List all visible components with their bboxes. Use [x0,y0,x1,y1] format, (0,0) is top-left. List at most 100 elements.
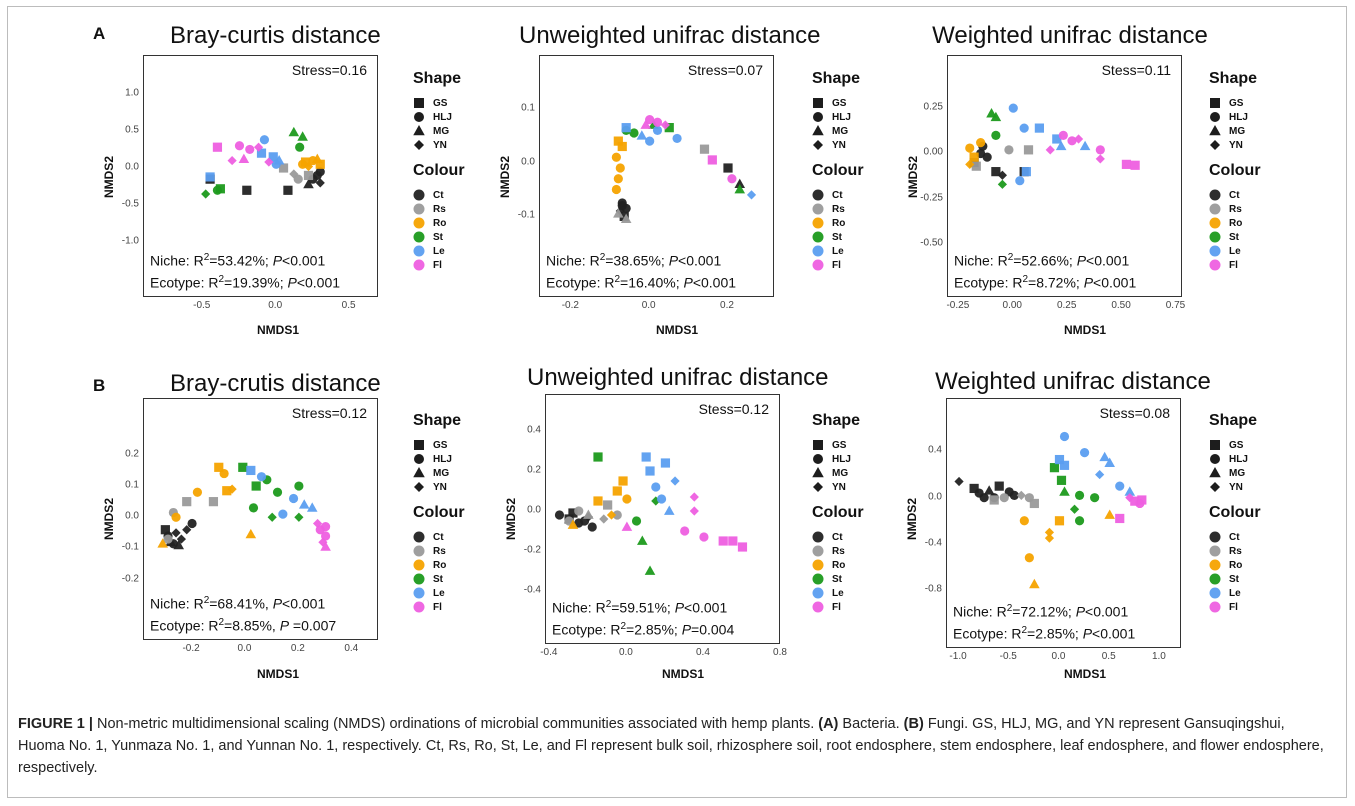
chart-3-point-26 [1021,167,1031,177]
chart-4-point-34 [306,502,318,512]
diamond-icon [1210,140,1220,150]
chart-4-point-29 [294,512,304,522]
chart-3-point-10 [971,161,981,171]
chart-4-point-27 [248,503,259,513]
chart-5-point-38 [621,521,633,531]
colour-swatch [1209,245,1221,257]
chart-1-point-34 [253,142,264,152]
chart-1-point-21 [295,142,305,152]
triangle-icon [413,125,425,136]
chart-4-point-32 [288,493,299,504]
colour-swatch [1209,601,1221,613]
chart-3-xtick-1: -0.25 [946,300,970,311]
square-marker [813,440,823,450]
legend-shape-hlj: HLJ [1209,452,1289,466]
chart-2-shape-legend-title: Shape [812,70,861,87]
chart-5-xtick-3: 0.4 [695,647,710,658]
colour-swatch [1209,217,1221,229]
circle-icon [414,454,424,464]
circle-icon [812,559,824,571]
legend-label: Le [433,587,445,599]
caption-b: (B) [903,716,924,732]
chart-4-legend: Shape GS HLJ MG YN Colour Ct Rs Ro St Le Fl [413,412,493,614]
legend-spacer [812,152,892,162]
square-icon [1210,440,1220,450]
legend-label: GS [433,97,448,109]
colour-swatch [413,259,425,271]
legend-shape-mg: MG [812,124,892,138]
circle-icon [1209,587,1221,599]
chart-6-scatter [954,431,1147,589]
circle-icon [413,189,425,201]
caption-text-3: Fungi. GS, HLJ, MG, and YN represent Gan… [18,716,1324,776]
chart-4-ytick-3: 0.0 [125,510,139,522]
legend-label: YN [433,481,447,493]
chart-4-point-41 [320,522,331,532]
legend-label: Ro [1229,559,1243,571]
chart-3-point-33 [1045,145,1055,155]
chart-2-ytick-3: -0.1 [517,209,535,221]
chart-5-point-5 [587,522,597,532]
colour-swatch [812,189,824,201]
circle-marker [1210,112,1220,122]
chart-3-stress: Stess=0.11 [1101,62,1171,78]
legend-colour-ct: Ct [812,530,892,544]
chart-1-point-19 [288,126,300,137]
circle-marker [414,454,424,464]
chart-3-ylabel: NMDS2 [906,156,920,199]
chart-2-point-25 [672,133,682,144]
circle-icon [1209,245,1221,257]
chart-5-point-34 [699,532,709,542]
legend-shape-mg: MG [812,466,892,480]
legend-colour-fl: Fl [812,600,892,614]
chart-3-point-9 [1023,145,1034,155]
legend-colour-rs: Rs [1209,202,1289,216]
legend-label: MG [433,125,450,137]
legend-shape-yn: YN [413,138,493,152]
legend-shape-hlj: HLJ [413,452,493,466]
chart-6-xtick-4: 0.5 [1101,651,1116,662]
legend-shape-gs: GS [812,438,892,452]
chart-6-point-14 [1024,493,1034,503]
legend-label: St [433,231,443,243]
circle-icon [1209,545,1221,557]
square-marker [1210,440,1220,450]
legend-colour-st: St [413,572,493,586]
triangle-marker [812,467,824,478]
chart-5-point-29 [663,505,675,515]
legend-colour-ro: Ro [413,216,493,230]
chart-1-ytick-1: 1.0 [125,87,139,99]
chart-4-point-20 [245,528,257,539]
chart-1-point-4 [315,178,325,188]
chart-5-xtick-2: 0.0 [618,647,633,658]
legend-colour-fl: Fl [1209,258,1289,272]
legend-colour-fl: Fl [413,258,493,272]
legend-label: MG [1229,125,1246,137]
chart-4-colour-legend-title: Colour [413,504,465,521]
chart-5-niche-stat: Niche: R2=59.51%; P<0.001 [552,599,728,616]
colour-swatch [413,245,425,257]
chart-1-point-12 [289,169,299,179]
legend-colour-le: Le [812,244,892,258]
legend-colour-rs: Rs [413,202,493,216]
legend-colour-ct: Ct [413,530,493,544]
chart-3-point-27 [1058,130,1068,140]
chart-1-point-20 [297,131,308,141]
chart-3-point-28 [1067,136,1077,146]
chart-1-point-2 [242,185,252,195]
diamond-marker [813,482,823,492]
chart-5-ytick-4: -0.2 [523,544,541,556]
chart-2-point-28 [645,114,655,125]
chart-2-point-8 [613,208,624,218]
chart-6-point-26 [1090,493,1100,503]
legend-label: Ct [433,531,444,543]
chart-6-point-27 [1069,504,1080,514]
triangle-marker [1209,467,1221,478]
chart-5-scatter [554,452,748,575]
square-marker [414,440,424,450]
legend-shape-hlj: HLJ [413,110,493,124]
square-icon [813,98,823,108]
chart-5-ytick-2: 0.2 [527,464,541,476]
chart-3-point-17 [997,179,1007,189]
chart-3-point-34 [1095,154,1105,164]
